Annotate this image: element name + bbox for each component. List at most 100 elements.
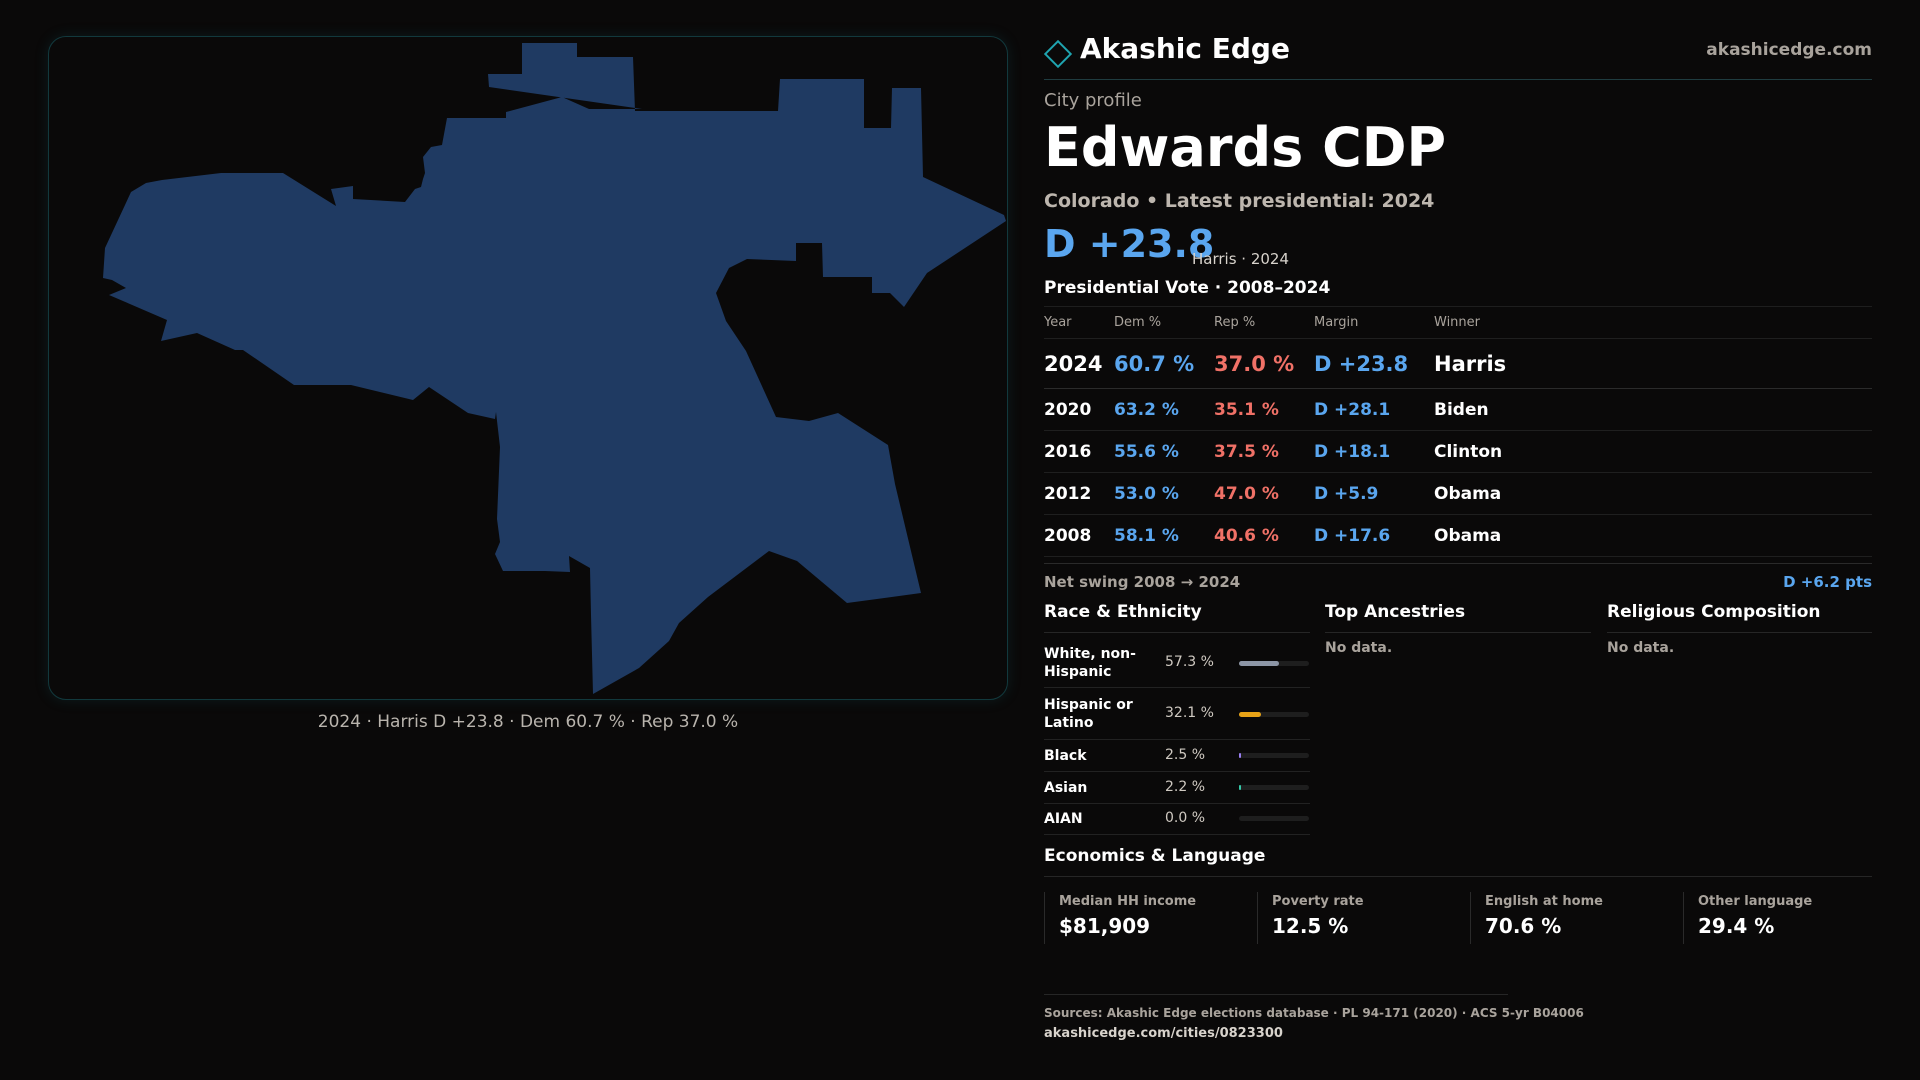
table-row: 2012 53.0 % 47.0 % D +5.9 Obama <box>1044 473 1872 515</box>
row-dem: 63.2 % <box>1114 400 1179 420</box>
stat-other-language: Other language 29.4 % <box>1683 892 1883 944</box>
race-value: 2.2 % <box>1165 779 1206 795</box>
row-rep: 40.6 % <box>1214 526 1279 546</box>
row-rep: 35.1 % <box>1214 400 1279 420</box>
stat-english-at-home: English at home 70.6 % <box>1470 892 1670 944</box>
religion-empty: No data. <box>1607 640 1675 656</box>
row-margin: D +18.1 <box>1314 442 1391 462</box>
city-permalink[interactable]: akashicedge.com/cities/0823300 <box>1044 1026 1283 1041</box>
stat-value: 12.5 % <box>1272 914 1349 938</box>
race-label: Black <box>1044 748 1087 764</box>
race-bar-track <box>1239 753 1309 758</box>
table-row: 2016 55.6 % 37.5 % D +18.1 Clinton <box>1044 431 1872 473</box>
race-value: 0.0 % <box>1165 810 1206 826</box>
list-item: White, non-Hispanic 57.3 % <box>1044 640 1310 688</box>
economics-divider <box>1044 876 1872 877</box>
race-value: 57.3 % <box>1165 654 1214 670</box>
brand-header: Akashic Edge akashicedge.com <box>1043 32 1872 80</box>
profile-panel: Akashic Edge akashicedge.com City profil… <box>1043 0 1872 1080</box>
brand-url-link[interactable]: akashicedge.com <box>1706 40 1872 60</box>
race-divider <box>1044 632 1310 633</box>
net-swing-label: Net swing 2008 → 2024 <box>1044 573 1241 591</box>
header-dem: Dem % <box>1114 315 1162 330</box>
row-year: 2012 <box>1044 484 1092 504</box>
stat-value: 70.6 % <box>1485 914 1562 938</box>
race-bar-track <box>1239 816 1309 821</box>
stat-poverty-rate: Poverty rate 12.5 % <box>1257 892 1457 944</box>
ancestries-divider <box>1325 632 1591 633</box>
row-dem: 53.0 % <box>1114 484 1179 504</box>
stat-value: $81,909 <box>1059 914 1151 938</box>
net-swing-row: Net swing 2008 → 2024 D +6.2 pts <box>1044 563 1872 593</box>
race-label: Hispanic or Latino <box>1044 697 1133 731</box>
list-item: Asian 2.2 % <box>1044 773 1310 804</box>
row-winner: Harris <box>1434 352 1507 376</box>
race-value: 2.5 % <box>1165 747 1206 763</box>
footer-divider <box>1044 994 1508 995</box>
page-title: Edwards CDP <box>1044 116 1447 179</box>
row-dem: 60.7 % <box>1114 352 1195 376</box>
row-dem: 58.1 % <box>1114 526 1179 546</box>
economics-section-title: Economics & Language <box>1044 846 1266 866</box>
cdp-boundary-map[interactable] <box>49 37 1008 700</box>
table-row: 2008 58.1 % 40.6 % D +17.6 Obama <box>1044 515 1872 557</box>
net-swing-value: D +6.2 pts <box>1783 573 1872 591</box>
vote-section-title: Presidential Vote · 2008–2024 <box>1044 278 1331 298</box>
stat-label: Median HH income <box>1059 894 1197 909</box>
race-value: 32.1 % <box>1165 705 1214 721</box>
race-label: AIAN <box>1044 811 1083 827</box>
diamond-outline-icon <box>1043 39 1073 69</box>
list-item: AIAN 0.0 % <box>1044 804 1310 835</box>
page-subtitle: Colorado • Latest presidential: 2024 <box>1044 190 1435 212</box>
vote-table: Year Dem % Rep % Margin Winner 2024 60.7… <box>1044 306 1872 557</box>
headline-margin: D +23.8 <box>1044 222 1215 266</box>
row-year: 2020 <box>1044 400 1092 420</box>
race-bar-fill <box>1239 785 1242 790</box>
row-margin: D +17.6 <box>1314 526 1391 546</box>
row-margin: D +5.9 <box>1314 484 1379 504</box>
map-panel[interactable] <box>48 36 1008 700</box>
row-margin: D +28.1 <box>1314 400 1391 420</box>
row-margin: D +23.8 <box>1314 352 1409 376</box>
headline-margin-note: Harris · 2024 <box>1192 250 1290 268</box>
religion-divider <box>1607 632 1872 633</box>
header-margin: Margin <box>1314 315 1359 330</box>
map-caption: 2024 · Harris D +23.8 · Dem 60.7 % · Rep… <box>317 712 739 732</box>
row-winner: Clinton <box>1434 442 1503 462</box>
brand-name[interactable]: Akashic Edge <box>1080 32 1290 65</box>
row-rep: 47.0 % <box>1214 484 1279 504</box>
race-bar-track <box>1239 712 1309 717</box>
cdp-boundary-shape[interactable] <box>103 43 1006 694</box>
row-year: 2008 <box>1044 526 1092 546</box>
ancestries-section-title: Top Ancestries <box>1325 602 1466 622</box>
race-bar-fill <box>1239 661 1280 666</box>
row-rep: 37.0 % <box>1214 352 1295 376</box>
row-winner: Biden <box>1434 400 1489 420</box>
stat-label: English at home <box>1485 894 1603 909</box>
stat-label: Other language <box>1698 894 1813 909</box>
race-label: White, non-Hispanic <box>1044 646 1136 680</box>
stat-median-income: Median HH income $81,909 <box>1044 892 1244 944</box>
header-winner: Winner <box>1434 315 1481 330</box>
race-label: Asian <box>1044 780 1088 796</box>
ancestries-empty: No data. <box>1325 640 1393 656</box>
table-row: 2020 63.2 % 35.1 % D +28.1 Biden <box>1044 389 1872 431</box>
row-year: 2016 <box>1044 442 1092 462</box>
race-bar-track <box>1239 785 1309 790</box>
row-dem: 55.6 % <box>1114 442 1179 462</box>
page-eyebrow: City profile <box>1044 90 1142 111</box>
race-section-title: Race & Ethnicity <box>1044 602 1202 622</box>
row-year: 2024 <box>1044 352 1103 376</box>
race-bar-fill <box>1239 753 1242 758</box>
row-rep: 37.5 % <box>1214 442 1279 462</box>
stat-label: Poverty rate <box>1272 894 1364 909</box>
list-item: Hispanic or Latino 32.1 % <box>1044 690 1310 740</box>
row-winner: Obama <box>1434 484 1502 504</box>
race-bar-track <box>1239 661 1309 666</box>
header-year: Year <box>1044 315 1072 330</box>
vote-table-header: Year Dem % Rep % Margin Winner <box>1044 307 1872 339</box>
row-winner: Obama <box>1434 526 1502 546</box>
race-bar-fill <box>1239 712 1262 717</box>
table-row: 2024 60.7 % 37.0 % D +23.8 Harris <box>1044 339 1872 389</box>
stat-value: 29.4 % <box>1698 914 1775 938</box>
